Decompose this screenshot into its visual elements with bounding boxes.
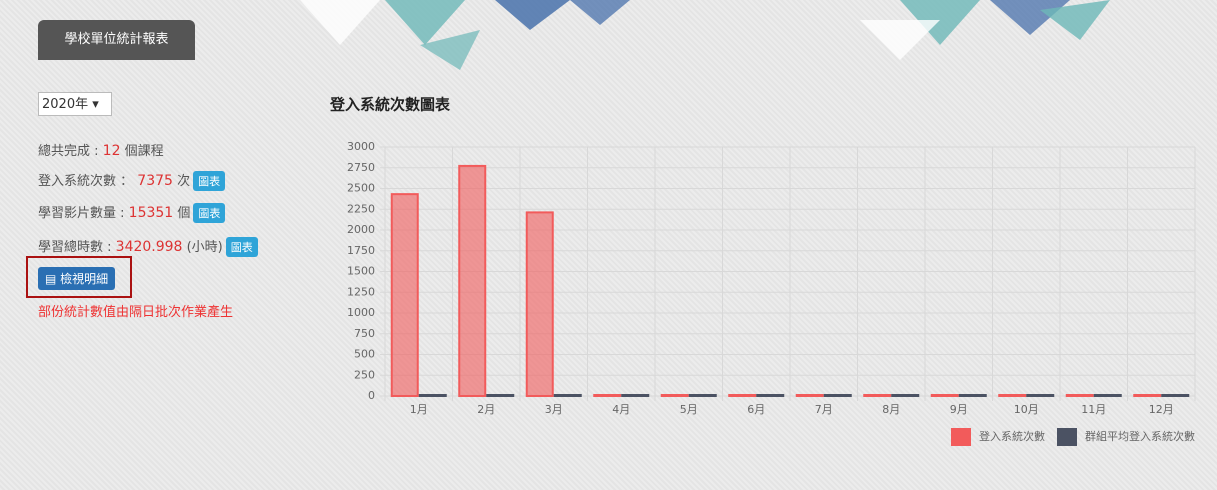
- bar: [555, 395, 581, 396]
- legend-swatch: [951, 428, 971, 446]
- chart-title: 登入系統次數圖表: [329, 96, 451, 114]
- y-tick-label: 250: [354, 368, 375, 381]
- x-tick-label: 3月: [545, 403, 563, 416]
- bar: [690, 395, 716, 396]
- bar: [662, 395, 688, 396]
- y-tick-label: 1000: [347, 306, 375, 319]
- bar: [960, 395, 986, 396]
- bar: [729, 395, 755, 396]
- bar: [420, 395, 446, 396]
- x-tick-label: 9月: [950, 403, 968, 416]
- legend-swatch: [1057, 428, 1077, 446]
- x-tick-label: 11月: [1081, 403, 1106, 416]
- chart: 登入系統次數圖表 0 250 500 750 1000 1250 1500 1750 2000 2…: [0, 0, 1217, 490]
- bar: [757, 395, 783, 396]
- y-tick-label: 0: [368, 389, 375, 402]
- legend-label: 登入系統次數: [979, 429, 1045, 443]
- bar: [999, 395, 1025, 396]
- x-tick-label: 2月: [477, 403, 495, 416]
- bar: [1162, 395, 1188, 396]
- x-tick-label: 1月: [410, 403, 428, 416]
- y-tick-label: 1500: [347, 265, 375, 278]
- y-tick-label: 2000: [347, 223, 375, 236]
- y-tick-label: 1250: [347, 285, 375, 298]
- y-tick-label: 2750: [347, 161, 375, 174]
- legend-label: 群組平均登入系統次數: [1085, 429, 1195, 443]
- x-tick-label: 12月: [1149, 403, 1174, 416]
- bar: [1134, 395, 1160, 396]
- bar: [797, 395, 823, 396]
- y-tick-label: 2500: [347, 182, 375, 195]
- y-tick-label: 500: [354, 348, 375, 361]
- bar: [594, 395, 620, 396]
- bar: [622, 395, 648, 396]
- bar: [864, 395, 890, 396]
- x-tick-label: 4月: [612, 403, 630, 416]
- x-tick-label: 6月: [747, 403, 765, 416]
- bar: [932, 395, 958, 396]
- bar: [392, 194, 418, 396]
- page: 學校單位統計報表 2020年 ▾ 總共完成 : 12 個課程 登入系統次數 ： …: [0, 0, 1217, 490]
- x-tick-label: 10月: [1014, 403, 1039, 416]
- y-tick-label: 2250: [347, 202, 375, 215]
- y-tick-label: 750: [354, 327, 375, 340]
- bar: [1095, 395, 1121, 396]
- bar: [487, 395, 513, 396]
- bar: [1027, 395, 1053, 396]
- bar: [1067, 395, 1093, 396]
- y-tick-label: 1750: [347, 244, 375, 257]
- bar: [527, 212, 553, 396]
- x-tick-label: 5月: [680, 403, 698, 416]
- bar: [459, 166, 485, 396]
- y-tick-label: 3000: [347, 140, 375, 153]
- bar: [892, 395, 918, 396]
- bar: [825, 395, 851, 396]
- x-tick-label: 7月: [815, 403, 833, 416]
- x-tick-label: 8月: [882, 403, 900, 416]
